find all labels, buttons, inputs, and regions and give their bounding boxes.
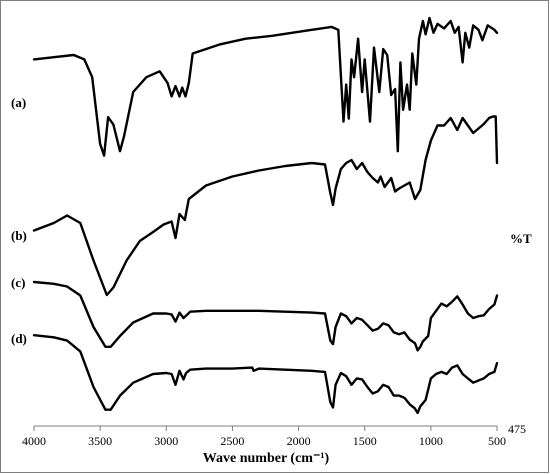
series-labels: (a) (b) (c) (d) [11,95,27,346]
x-axis-label: Wave number (cm⁻¹) [203,451,330,466]
x-tick-label: 3000 [154,434,178,448]
series-line-2 [32,115,499,297]
x-tick-label: 3500 [88,434,112,448]
series-label-3: (c) [11,275,25,290]
x-axis-tick-labels: 4000 3500 3000 2500 2000 1500 1000 500 [22,434,506,448]
x-tick-label: 2000 [287,434,311,448]
x-tick-label: 4000 [22,434,46,448]
x-tick-label: 1500 [353,434,377,448]
series-line-1 [32,16,499,157]
series-line-3 [32,280,499,352]
x-tick-label: 500 [488,434,506,448]
x-tick-label: 2500 [220,434,244,448]
series-label-2: (b) [11,228,27,243]
x-axis-ticks [33,426,498,431]
corner-value-label: 475 [508,422,526,436]
series-label-4: (d) [11,331,27,346]
series-label-1: (a) [11,95,26,110]
y-axis-label: %T [510,231,532,246]
x-tick-label: 1000 [419,434,443,448]
series-group [32,16,499,415]
series-line-4 [32,334,499,415]
